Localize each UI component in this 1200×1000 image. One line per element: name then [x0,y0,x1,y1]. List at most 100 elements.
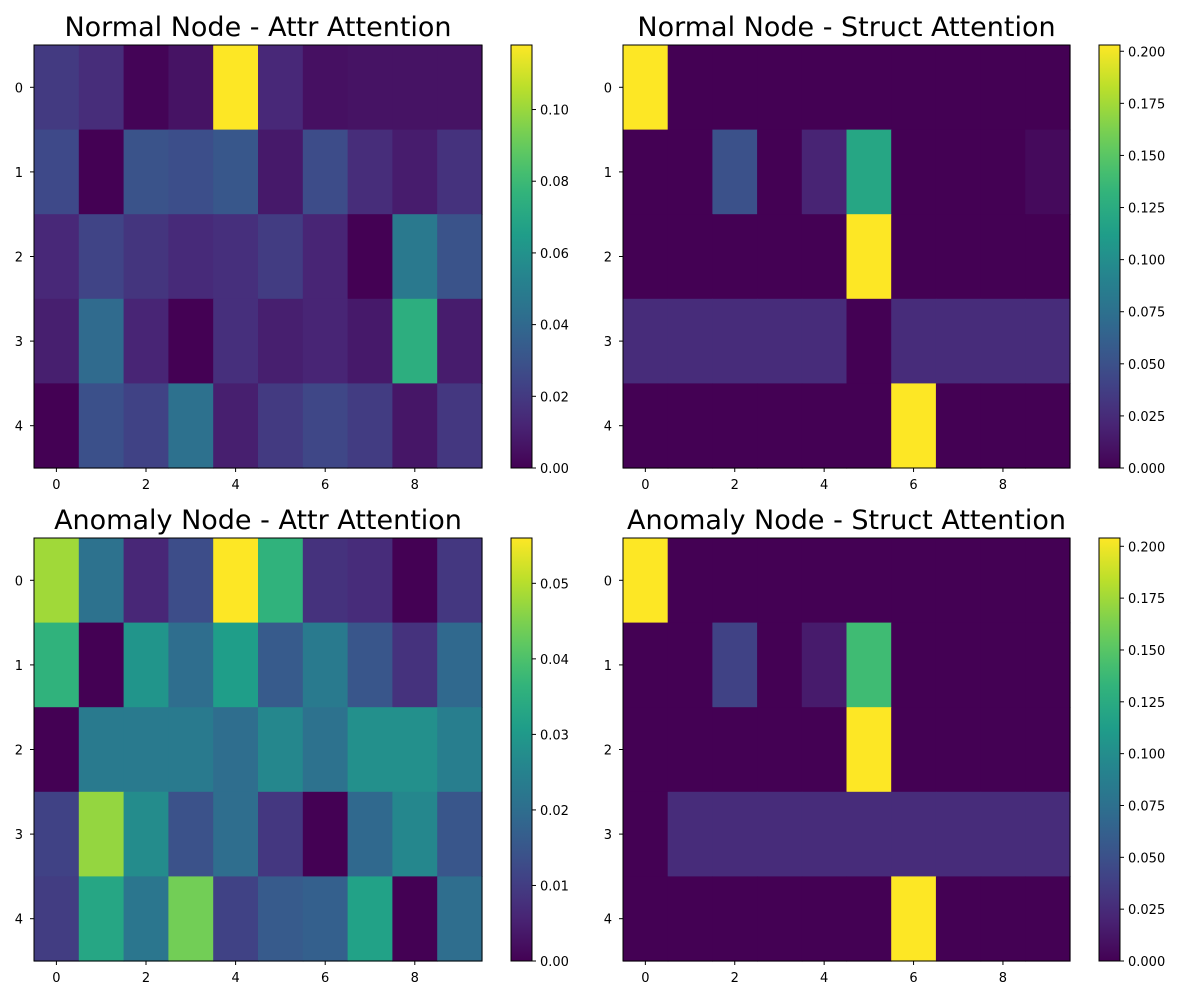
heatmap-cell [302,383,349,469]
colorbar-frame [1098,537,1121,962]
heatmap-cell [1025,791,1071,877]
colorbar-tick-label: 0.075 [1128,306,1165,321]
heatmap-cell [258,45,304,131]
heatmap-cell [123,791,169,877]
heatmap-cell [757,538,803,624]
colorbar-tick-label: 0.175 [1128,592,1165,607]
heatmap-cell [935,214,982,300]
heatmap-cell [623,129,669,215]
heatmap-cell [757,45,803,131]
heatmap-cell [347,298,393,384]
heatmap-cell [168,622,214,708]
x-tick-label: 4 [820,478,828,493]
heatmap-cell [34,298,80,384]
heatmap-cell [392,298,438,384]
y-tick-label: 1 [604,659,612,674]
panel-title: Anomaly Node - Attr Attention [54,505,462,536]
heatmap-cell [980,707,1026,793]
heatmap-cell [980,298,1026,384]
y-tick-label: 4 [15,420,23,435]
heatmap-cell [891,538,937,624]
heatmap-cell [846,298,892,384]
heatmap-cell [258,622,304,708]
colorbar-tick-label: 0.03 [540,728,569,743]
heatmap-cell [437,707,483,793]
colorbar-tick-label: 0.06 [540,247,569,262]
colorbar: 0.00 0.01 0.02 0.03 0.04 0.05 [510,537,569,970]
y-tick-label: 3 [604,335,612,350]
colorbar-tick-label: 0.200 [1128,45,1165,60]
heatmap-cell [78,298,125,384]
heatmap-cell [757,298,803,384]
heatmap-cell [935,876,982,962]
heatmap-cell [846,45,892,131]
heatmap-cell [347,707,393,793]
heatmap-cell [935,298,982,384]
heatmap-cell [437,298,483,384]
heatmap-cell [712,622,758,708]
heatmap-cell [437,538,483,624]
heatmap-cell [392,129,438,215]
heatmap-cell [846,383,892,469]
heatmap-cell [213,791,259,877]
heatmap-cell [891,214,937,300]
heatmap-cell [123,538,169,624]
colorbar-tick-label: 0.125 [1128,202,1165,217]
heatmap-cell [846,538,892,624]
y-tick-label: 4 [15,913,23,928]
heatmap-cell [801,876,848,962]
heatmap-cell [302,129,349,215]
x-tick-label: 0 [641,478,649,493]
heatmap-cell [123,214,169,300]
heatmap-cell [347,622,393,708]
heatmap-cell [1025,214,1071,300]
colorbar-tick-label: 0.00 [540,462,569,477]
heatmap-cell [168,129,214,215]
heatmap-cell [168,876,214,962]
heatmap-cell [34,538,80,624]
heatmap-cell [1025,383,1071,469]
heatmap-cell [891,45,937,131]
heatmap-cell [168,214,214,300]
heatmap-cell [258,791,304,877]
heatmap-cell [123,383,169,469]
heatmap-cell [712,214,758,300]
heatmap-cell [213,622,259,708]
heatmap-cell [347,791,393,877]
x-tick-label: 4 [231,971,239,986]
heatmap-cell [1025,622,1071,708]
heatmap-cell [78,214,125,300]
heatmap-cell [667,214,713,300]
heatmap-cell [123,45,169,131]
heatmap-cell [980,214,1026,300]
y-tick-label: 3 [15,335,23,350]
y-tick-label: 3 [15,828,23,843]
heatmap-cell [1025,298,1071,384]
heatmap-cell [392,214,438,300]
x-tick-label: 8 [411,971,419,986]
x-tick-label: 6 [909,478,917,493]
x-tick-label: 0 [52,971,60,986]
heatmap-cell [347,876,393,962]
heatmap-cell [437,129,483,215]
heatmap-cell [78,129,125,215]
heatmap-cell [712,298,758,384]
heatmap-cell [213,45,259,131]
heatmap-cell [78,876,125,962]
heatmap-cell [846,214,892,300]
y-tick-label: 4 [604,420,612,435]
heatmap-cell [667,876,713,962]
colorbar-gradient [511,538,532,961]
colorbar-frame [510,44,533,469]
heatmap-cell [1025,876,1071,962]
heatmap-cell [213,298,259,384]
colorbar-tick-label: 0.150 [1128,149,1165,164]
colorbar: 0.000 0.025 0.050 0.075 0.100 0.125 0.150 0.175… [1098,44,1165,477]
heatmap-cell [213,129,259,215]
heatmap-cell [347,538,393,624]
heatmap-cell [302,214,349,300]
x-tick-label: 8 [999,971,1007,986]
colorbar-tick-label: 0.100 [1128,254,1165,269]
heatmap-cell [667,383,713,469]
heatmap-cell [34,383,80,469]
